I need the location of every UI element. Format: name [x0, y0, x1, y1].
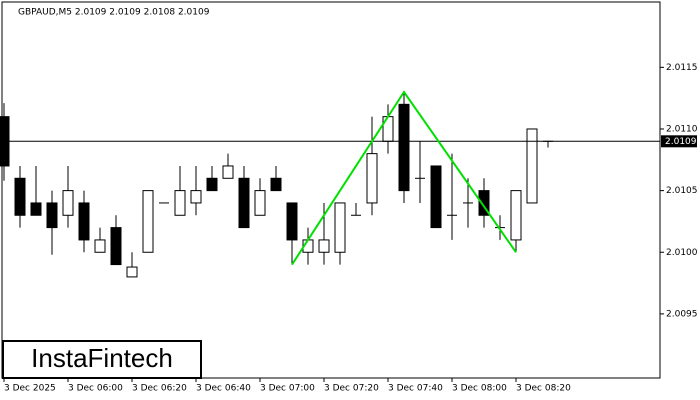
- chart-title: GBPAUD,M5 2.0109 2.0109 2.0108 2.0109: [18, 8, 210, 18]
- last-price-box: [661, 135, 697, 148]
- candle: [222, 153, 234, 179]
- x-tick-label: 3 Dec 07:00: [260, 384, 315, 394]
- candle: [463, 178, 473, 228]
- candle: [206, 165, 218, 192]
- candle-body: [270, 177, 282, 192]
- candle-body: [286, 202, 298, 241]
- candle-body: [78, 202, 90, 241]
- x-tick-label: 3 Dec 07:20: [324, 384, 379, 394]
- candle-body: [174, 190, 186, 216]
- candle: [430, 165, 442, 229]
- y-tick-label: 2.0095: [666, 309, 698, 319]
- candle-body: [190, 190, 202, 204]
- candle: [254, 178, 266, 216]
- candle-body: [94, 239, 106, 253]
- candle-body: [222, 165, 234, 179]
- candle-body: [126, 266, 138, 278]
- candle: [351, 202, 361, 216]
- candle: [526, 128, 538, 204]
- pattern-line: [291, 90, 517, 266]
- candle-body: [14, 177, 26, 216]
- x-tick-label: 3 Dec 06:20: [132, 384, 187, 394]
- x-tick-label: 3 Dec 06:00: [68, 384, 123, 394]
- watermark-frame: [2, 340, 202, 379]
- candle-body: [510, 190, 522, 241]
- candle-body: [334, 202, 346, 253]
- candle: [46, 190, 58, 255]
- candle-body: [254, 190, 266, 216]
- candle-body: [30, 202, 42, 216]
- candle-body: [110, 227, 122, 266]
- candle-body: [526, 128, 538, 204]
- candle-body: [318, 239, 330, 253]
- candle: [334, 202, 346, 265]
- y-tick-label: 2.0115: [666, 63, 698, 73]
- candle: [447, 153, 457, 240]
- plot-frame: [1, 1, 661, 379]
- candle-body: [206, 177, 218, 192]
- candle-body: [142, 190, 154, 253]
- candle-body: [62, 190, 74, 216]
- watermark-box: InstaFintech: [2, 340, 202, 379]
- candle-body: [430, 165, 442, 229]
- candle: [238, 165, 250, 229]
- candle: [62, 165, 74, 228]
- x-tick-label: 3 Dec 06:40: [196, 384, 251, 394]
- x-tick-label: 3 Dec 07:40: [388, 384, 443, 394]
- candle: [415, 141, 425, 203]
- candle: [286, 202, 298, 265]
- candle-body: [46, 202, 58, 229]
- candle: [174, 165, 186, 216]
- candle: [190, 165, 202, 216]
- candle: [110, 215, 122, 266]
- candle: [14, 165, 26, 228]
- candle: [94, 227, 106, 253]
- candle-body: [238, 177, 250, 229]
- y-tick-label: 2.0110: [666, 124, 698, 134]
- candle: [30, 165, 42, 216]
- x-tick-label: 3 Dec 08:20: [516, 384, 571, 394]
- candle: [142, 190, 154, 253]
- y-tick-label: 2.0105: [666, 186, 698, 196]
- candle: [78, 190, 90, 253]
- x-tick-label: 3 Dec 08:00: [452, 384, 507, 394]
- candle-body: [478, 190, 490, 216]
- candle-body: [366, 153, 378, 204]
- candle: [318, 202, 330, 265]
- candle-body: [398, 103, 410, 192]
- candle: [510, 190, 522, 253]
- candle: [270, 165, 282, 192]
- candle: [478, 178, 490, 228]
- x-tick-label: 3 Dec 2025: [4, 384, 56, 394]
- candle: [126, 252, 138, 278]
- candle: [366, 116, 378, 216]
- candle: [398, 91, 410, 203]
- watermark: InstaFintech: [31, 343, 173, 373]
- y-tick-label: 2.0100: [666, 248, 698, 258]
- last-price-label: 2.0109: [665, 137, 697, 147]
- candle: [495, 215, 505, 240]
